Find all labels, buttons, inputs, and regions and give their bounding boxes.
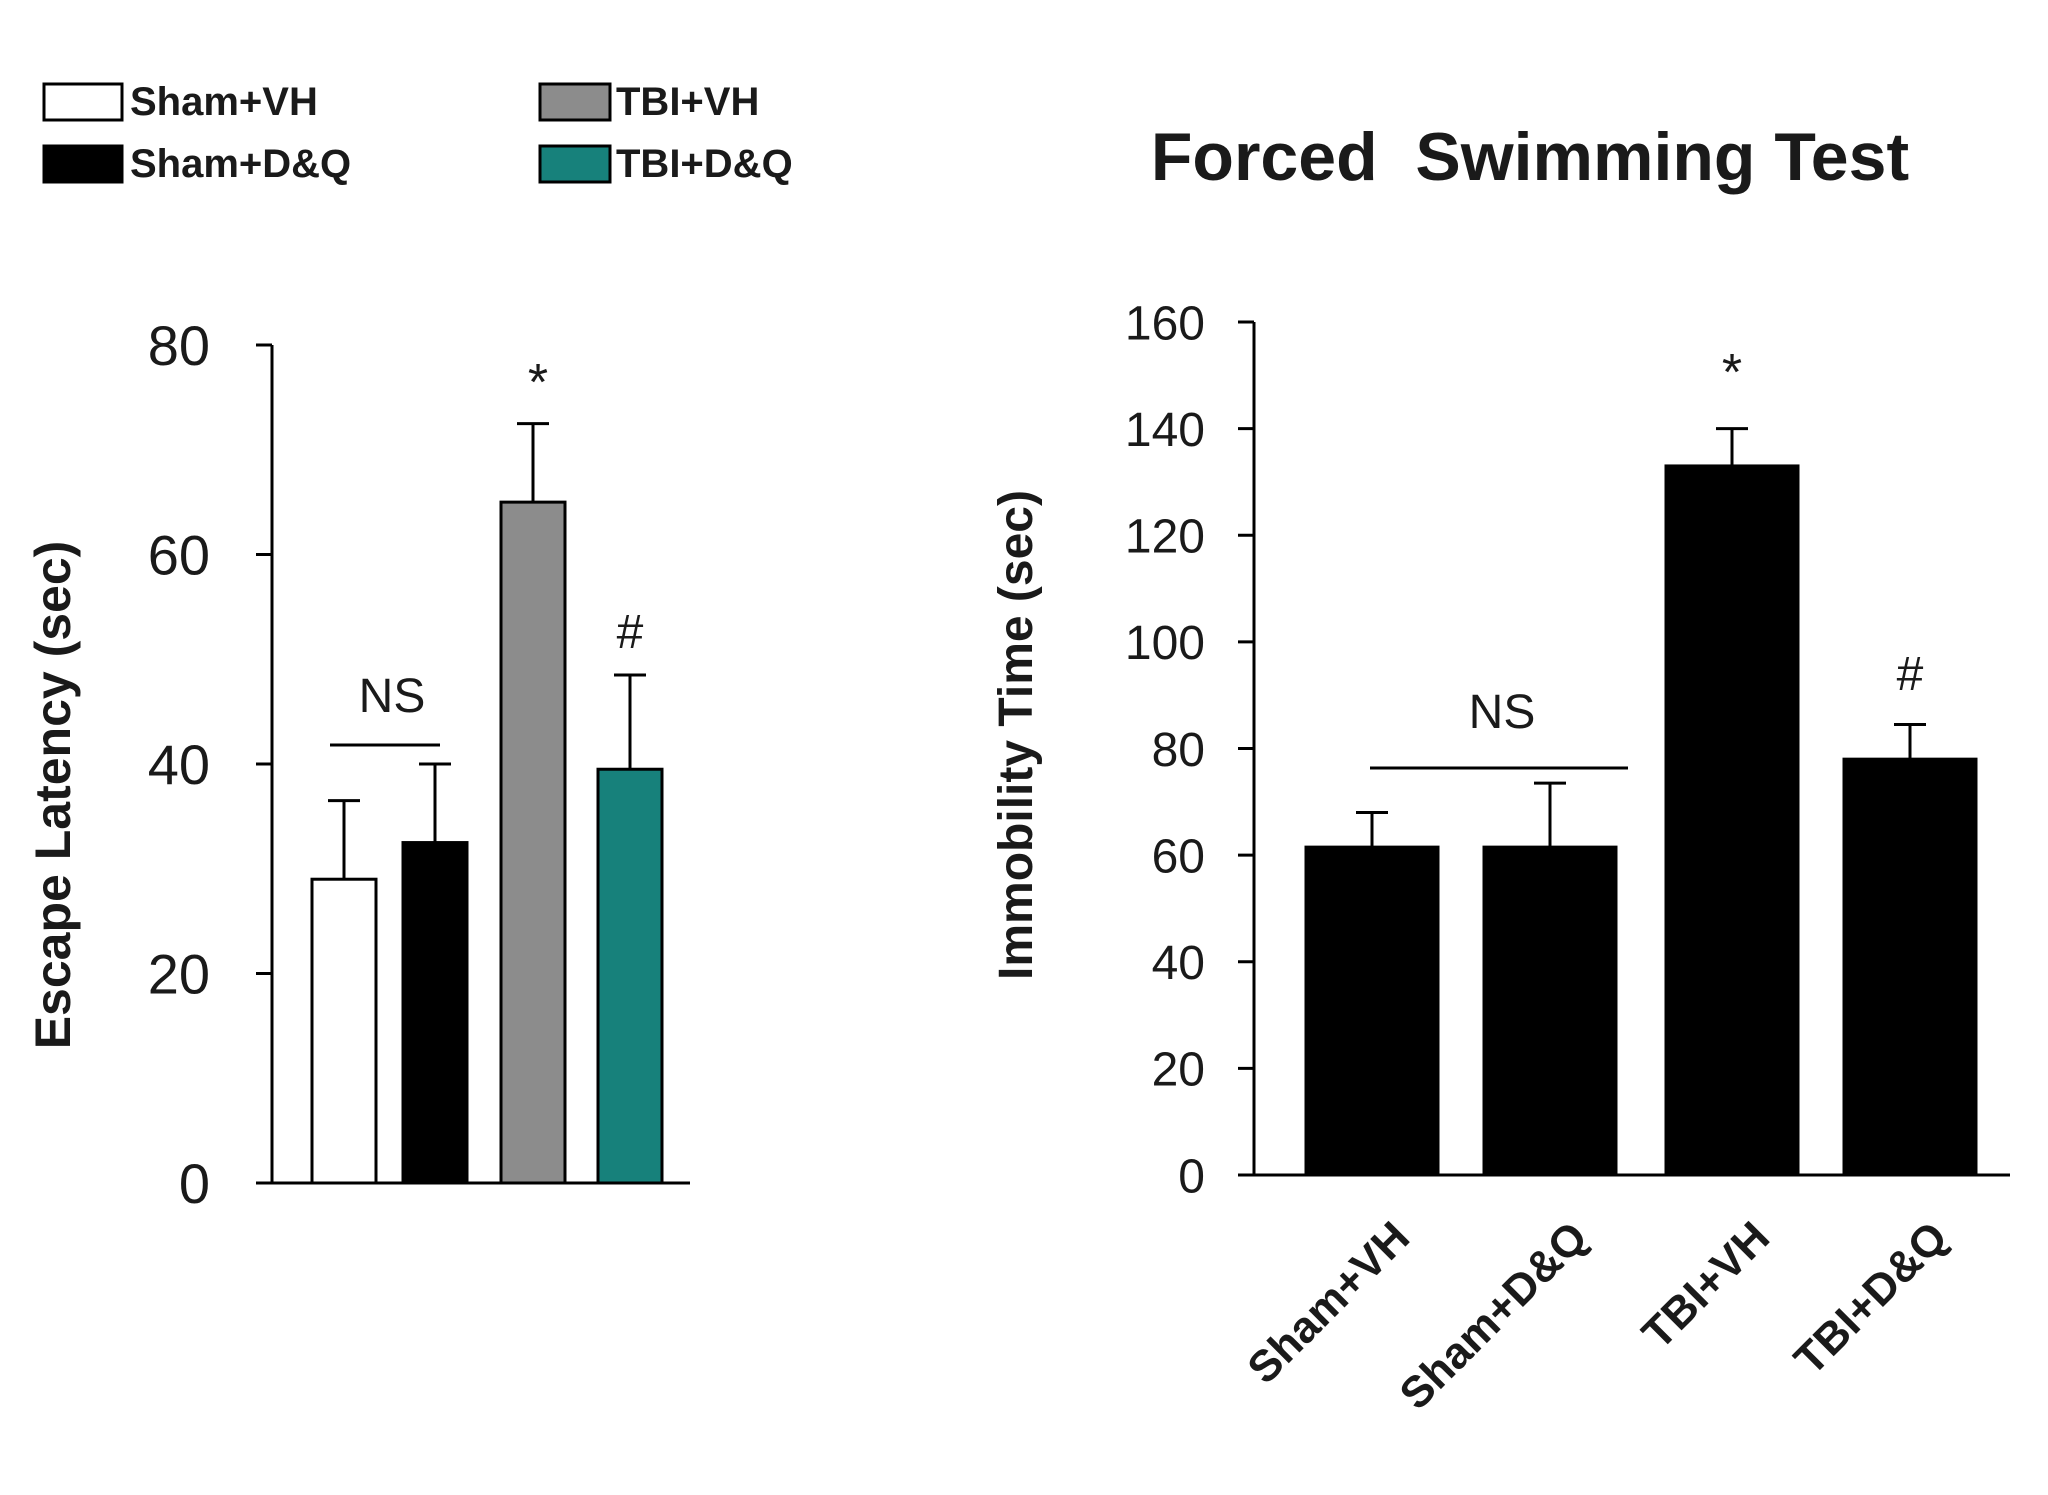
ns-bracket-escape-latency: NS [330,670,440,747]
significance-star-escape-latency: * [528,354,548,412]
error-bar-escape-latency-sham-vh [328,799,360,880]
error-bar-immobility-time-tbi-vh [1716,427,1748,466]
legend-swatch-sham-vh [42,82,124,122]
legend: Sham+VH TBI+VH Sham+D&Q TBI+D&Q [42,80,793,186]
bar-immobility-time-sham-vh [1304,845,1440,1177]
chart-escape-latency: Escape Latency (sec) 0 20 40 60 80 NS * # [25,314,690,1215]
y-tick-label-immobility-time-100: 100 [1125,617,1205,670]
legend-swatch-sham-dq [42,144,124,184]
legend-item-tbi-dq: TBI+D&Q [538,142,793,186]
legend-item-sham-dq: Sham+D&Q [42,142,351,186]
x-tick-label-immobility-time-sham-dandq: Sham+D&Q [1390,1212,1597,1419]
significance-hash-escape-latency: # [617,606,644,659]
bar-escape-latency-sham-vh [310,877,378,1185]
y-tick-label-immobility-time-160: 160 [1125,297,1205,350]
ns-bracket-immobility-time: NS [1370,686,1628,770]
y-tick-label-immobility-time-60: 60 [1152,830,1205,883]
chart-title-forced-swimming: Forced Swimming Test [1151,119,1909,195]
legend-item-tbi-vh: TBI+VH [538,80,759,124]
y-tick-label-immobility-time-40: 40 [1152,937,1205,990]
y-tick-label-immobility-time-80: 80 [1152,724,1205,777]
error-bar-immobility-time-sham-vh [1356,810,1388,848]
bar-escape-latency-tbi-dandq [596,767,664,1185]
legend-label-tbi-dq: TBI+D&Q [616,142,793,186]
bars-escape-latency [310,500,664,1185]
y-tick-label-escape-latency-80: 80 [148,314,210,377]
error-bars-immobility-time [1356,427,1926,848]
y-tick-label-immobility-time-0: 0 [1178,1150,1205,1203]
y-axis-label-escape-latency: Escape Latency (sec) [25,541,81,1050]
error-bar-escape-latency-tbi-dandq [614,673,646,770]
y-tick-label-escape-latency-20: 20 [148,943,210,1006]
y-axis-label-immobility-time: Immobility Time (sec) [990,490,1043,980]
error-bar-escape-latency-sham-dandq [419,762,451,843]
significance-star-immobility-time: * [1722,344,1742,402]
legend-item-sham-vh: Sham+VH [42,80,318,124]
bar-escape-latency-tbi-vh [499,500,567,1185]
x-tick-label-immobility-time-sham-vh: Sham+VH [1238,1212,1419,1393]
legend-label-tbi-vh: TBI+VH [616,80,759,124]
legend-swatch-tbi-vh [538,82,612,122]
error-bar-immobility-time-tbi-dandq [1894,723,1926,760]
y-tick-label-immobility-time-120: 120 [1125,511,1205,564]
y-ticks-escape-latency: 0 20 40 60 80 [148,314,272,1215]
x-tick-label-immobility-time-tbi-vh: TBI+VH [1633,1212,1779,1358]
bars-immobility-time [1304,464,1978,1177]
y-tick-label-immobility-time-20: 20 [1152,1044,1205,1097]
y-tick-label-escape-latency-40: 40 [148,733,210,796]
ns-label-immobility-time: NS [1469,686,1536,739]
significance-hash-immobility-time: # [1897,648,1924,701]
bar-immobility-time-tbi-dandq [1842,757,1978,1177]
y-tick-label-escape-latency-0: 0 [179,1152,210,1215]
bar-escape-latency-sham-dandq [401,841,469,1185]
error-bars-escape-latency [328,422,646,880]
bar-immobility-time-sham-dandq [1482,845,1618,1177]
ns-label-escape-latency: NS [359,670,426,723]
y-tick-label-immobility-time-140: 140 [1125,404,1205,457]
legend-label-sham-vh: Sham+VH [130,80,318,124]
y-ticks-immobility-time: 0 20 40 60 80 100 120 140 160 [1125,297,1254,1203]
legend-label-sham-dq: Sham+D&Q [130,142,351,186]
y-tick-label-escape-latency-60: 60 [148,524,210,587]
error-bar-immobility-time-sham-dandq [1534,781,1566,848]
x-tick-label-immobility-time-tbi-dandq: TBI+D&Q [1785,1212,1957,1384]
legend-swatch-tbi-dq [538,144,612,184]
error-bar-escape-latency-tbi-vh [517,422,549,503]
bar-immobility-time-tbi-vh [1664,464,1800,1177]
chart-forced-swimming: Forced Swimming Test Immobility Time (se… [990,119,2010,1419]
